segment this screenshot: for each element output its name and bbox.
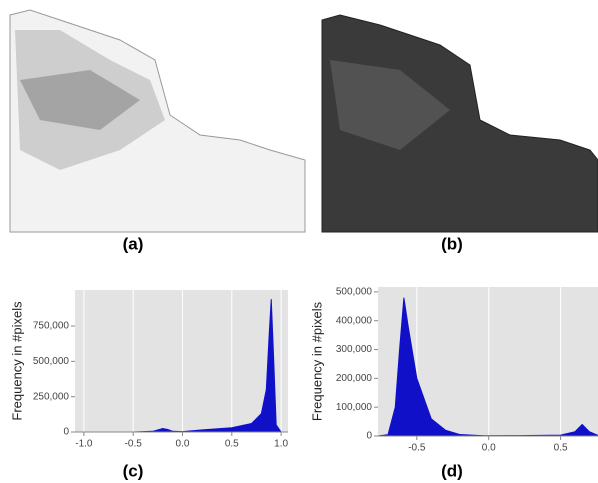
y-tick-label: 100,000 <box>336 402 373 413</box>
x-tick-label: -0.5 <box>408 443 426 454</box>
caption: (a) <box>123 234 144 253</box>
y-tick-label: 500,000 <box>336 287 373 298</box>
histogram-area <box>377 297 598 437</box>
plot-area <box>75 290 288 432</box>
caption: (b) <box>441 234 463 253</box>
image-a <box>9 9 306 233</box>
histogram-area <box>83 299 283 433</box>
caption: (d) <box>441 461 463 480</box>
y-tick-label: 750,000 <box>33 321 70 332</box>
y-tick-label: 300,000 <box>336 344 373 355</box>
y-tick-label: 200,000 <box>336 373 373 384</box>
caption: (c) <box>123 461 144 480</box>
y-tick-label: 0 <box>63 427 69 438</box>
y-tick-label: 0 <box>366 431 372 442</box>
x-tick-label: 0.0 <box>176 439 190 450</box>
x-tick-label: 0.5 <box>554 443 568 454</box>
y-axis-label: Frequency in #pixels <box>9 301 24 421</box>
x-tick-label: 1.0 <box>274 439 288 450</box>
y-tick-label: 500,000 <box>33 356 70 367</box>
x-tick-label: 0.0 <box>482 443 496 454</box>
y-tick-label: 250,000 <box>33 391 70 402</box>
x-tick-label: -1.0 <box>75 439 93 450</box>
y-tick-label: 400,000 <box>336 315 373 326</box>
y-axis-label: Frequency in #pixels <box>309 301 324 421</box>
image-b <box>321 14 598 233</box>
x-tick-label: 0.5 <box>225 439 239 450</box>
x-tick-label: -0.5 <box>125 439 143 450</box>
